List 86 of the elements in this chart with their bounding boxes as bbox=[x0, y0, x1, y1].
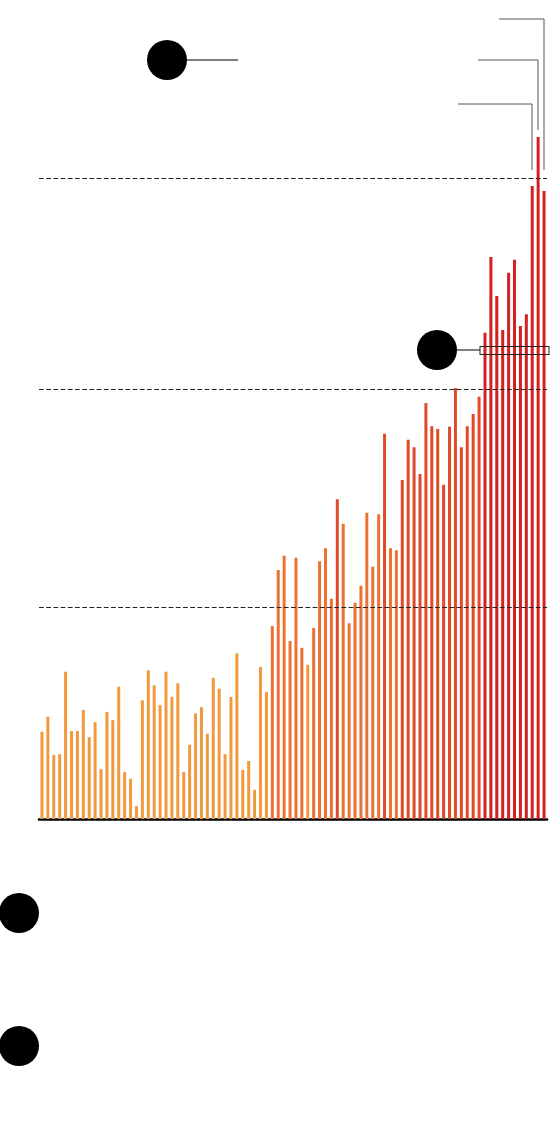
bar bbox=[471, 413, 475, 819]
bar bbox=[329, 598, 333, 819]
bar bbox=[164, 671, 168, 819]
bar bbox=[58, 754, 62, 819]
bar bbox=[146, 670, 150, 819]
bar bbox=[406, 439, 410, 819]
bar bbox=[259, 666, 263, 819]
bar bbox=[140, 700, 144, 819]
bar bbox=[377, 514, 381, 819]
bar bbox=[383, 433, 387, 819]
bar bbox=[442, 484, 446, 819]
bar bbox=[235, 653, 239, 819]
bar bbox=[117, 686, 121, 819]
bar bbox=[300, 647, 304, 819]
bar bbox=[359, 585, 363, 819]
bar bbox=[513, 259, 517, 819]
bar bbox=[134, 806, 138, 819]
bar bbox=[430, 426, 434, 819]
bar bbox=[306, 664, 310, 819]
bar bbox=[105, 711, 109, 819]
bar bbox=[530, 186, 534, 819]
bar bbox=[365, 512, 369, 819]
bar bbox=[371, 566, 375, 819]
bar bbox=[182, 771, 186, 819]
bar bbox=[318, 561, 322, 819]
bar bbox=[294, 557, 298, 819]
bar bbox=[75, 731, 79, 819]
bar bbox=[542, 190, 546, 819]
bar bbox=[524, 314, 528, 819]
bar bbox=[465, 426, 469, 819]
bar bbox=[477, 396, 481, 819]
bar bbox=[69, 731, 73, 819]
bar bbox=[453, 387, 457, 819]
bar bbox=[495, 295, 499, 819]
bar bbox=[323, 548, 327, 819]
bar bbox=[176, 683, 180, 819]
bar bbox=[129, 778, 133, 819]
bar bbox=[388, 548, 392, 819]
bar bbox=[483, 332, 487, 819]
bar bbox=[270, 625, 274, 819]
bar bbox=[288, 641, 292, 819]
bar bbox=[507, 272, 511, 819]
bar bbox=[341, 523, 345, 819]
bar bbox=[448, 426, 452, 819]
bar bbox=[394, 550, 398, 819]
bar bbox=[347, 623, 351, 819]
bar bbox=[99, 769, 103, 819]
bar bbox=[211, 677, 215, 819]
bar bbox=[158, 705, 162, 819]
bar bbox=[170, 696, 174, 819]
bar bbox=[282, 555, 286, 819]
bar bbox=[436, 428, 440, 819]
bar bbox=[424, 402, 428, 819]
bar bbox=[217, 688, 221, 819]
bar bbox=[264, 692, 268, 819]
bar bbox=[418, 473, 422, 819]
bar bbox=[64, 671, 68, 819]
bar bbox=[353, 602, 357, 819]
bar bbox=[46, 716, 50, 819]
bar bbox=[194, 713, 198, 819]
bar bbox=[52, 754, 56, 819]
bar bbox=[501, 330, 505, 819]
bar bbox=[229, 696, 233, 819]
bar bbox=[123, 771, 127, 819]
bar bbox=[253, 789, 257, 819]
bar bbox=[87, 737, 91, 819]
bar bbox=[459, 447, 463, 819]
bar bbox=[199, 707, 203, 819]
bar bbox=[536, 137, 540, 819]
bar bbox=[489, 257, 493, 819]
bar bbox=[188, 744, 192, 819]
bar bbox=[412, 447, 416, 819]
bar bbox=[400, 480, 404, 819]
bar bbox=[93, 722, 97, 819]
bar bbox=[335, 499, 339, 819]
bar bbox=[111, 720, 115, 819]
bar bbox=[518, 325, 522, 819]
bar bbox=[247, 761, 251, 819]
bar bbox=[241, 769, 245, 819]
bar bbox=[312, 628, 316, 819]
bar bbox=[276, 570, 280, 819]
bar bbox=[205, 733, 209, 819]
bar bbox=[152, 685, 156, 819]
bar bbox=[81, 709, 85, 819]
bar bbox=[40, 731, 44, 819]
bar bbox=[223, 754, 227, 819]
